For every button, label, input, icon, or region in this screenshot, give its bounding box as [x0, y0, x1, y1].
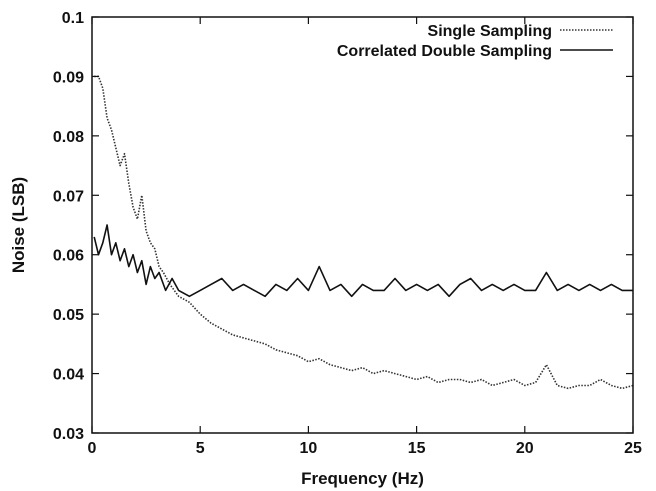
ticks-layer: 0 5 10 15 20 25 0.03 0.04 0.05 0.06 0.07 0.08 0.09 0.…	[53, 10, 642, 457]
series-layer	[93, 75, 634, 390]
y-tick-label: 0.08	[53, 129, 84, 146]
y-tick-label: 0.03	[53, 426, 84, 443]
y-tick-label: 0.09	[53, 69, 84, 86]
legend-entry-label: Single Sampling	[428, 23, 552, 40]
x-axis-label: Frequency (Hz)	[301, 469, 424, 488]
y-tick-label: 0.05	[53, 307, 84, 324]
y-tick-label: 0.04	[53, 367, 84, 384]
legend: Single Sampling Correlated Double Samplin…	[337, 23, 613, 60]
x-tick-label: 5	[196, 440, 205, 457]
plot-frame	[91, 16, 634, 434]
y-tick-label: 0.06	[53, 248, 84, 265]
x-tick-label: 25	[624, 440, 642, 457]
y-axis-label: Noise (LSB)	[9, 177, 28, 273]
x-tick-label: 20	[516, 440, 534, 457]
y-tick-label: 0.1	[62, 10, 84, 27]
series-line-correlated-double-sampling	[93, 224, 633, 298]
x-tick-label: 0	[88, 440, 97, 457]
series-line-single-sampling	[94, 75, 634, 390]
x-tick-label: 15	[408, 440, 426, 457]
legend-entry-label: Correlated Double Sampling	[337, 43, 552, 60]
y-tick-label: 0.07	[53, 188, 84, 205]
x-tick-label: 10	[300, 440, 318, 457]
